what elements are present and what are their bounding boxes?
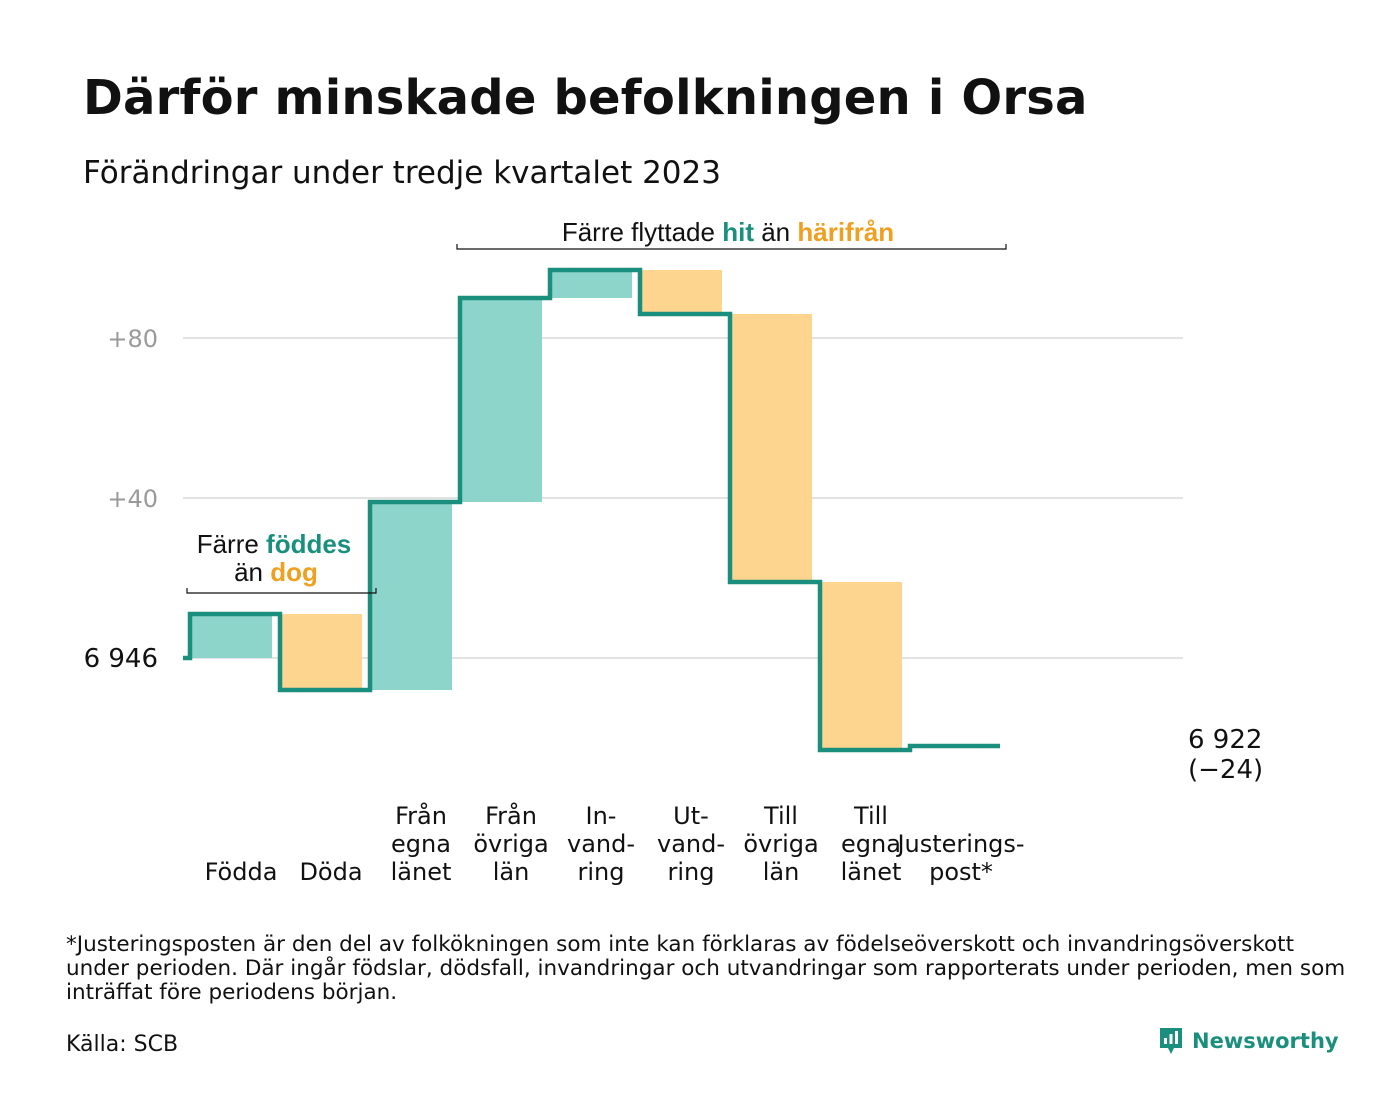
start-value-label: 6 946	[84, 644, 158, 674]
x-category-label: Ut-	[673, 802, 709, 830]
moves-annotation: Färre flyttade hit än härifrån	[562, 217, 894, 247]
births-annotation-line1: Färre föddes	[197, 529, 352, 559]
x-category-label: Födda	[205, 858, 278, 886]
x-category-label: Till	[763, 802, 798, 830]
bar	[370, 502, 452, 690]
x-category-label: post*	[929, 858, 993, 886]
bar	[190, 614, 272, 658]
brand-name: Newsworthy	[1192, 1029, 1339, 1053]
births-bracket	[186, 588, 377, 594]
x-category-label: egna	[391, 830, 451, 858]
x-category-label: egna	[841, 830, 901, 858]
moves-bracket	[456, 244, 1007, 250]
x-category-label: Till	[853, 802, 888, 830]
bar	[280, 614, 362, 690]
y-tick-label: +80	[107, 325, 158, 353]
x-category-label: Från	[395, 801, 447, 830]
bar	[820, 582, 902, 750]
bar	[730, 314, 812, 582]
newsworthy-logo-icon	[1160, 1028, 1182, 1054]
chart-title: Därför minskade befolkningen i Orsa	[83, 70, 1088, 126]
footnote: *Justeringsposten är den del av folkökni…	[66, 932, 1346, 1005]
births-annotation-line2: än dog	[234, 557, 318, 587]
x-category-label: Justerings-	[895, 830, 1024, 858]
chart-subtitle: Förändringar under tredje kvartalet 2023	[83, 155, 721, 191]
x-category-label: In-	[586, 802, 617, 830]
x-category-label: Från	[485, 801, 537, 830]
x-category-label: övriga	[473, 830, 548, 858]
x-category-label: ring	[668, 858, 715, 886]
source-label: Källa: SCB	[66, 1032, 179, 1057]
y-tick-label: +40	[107, 485, 158, 513]
x-category-label: länet	[841, 858, 902, 886]
x-category-label: ring	[578, 858, 625, 886]
x-category-label: vand-	[567, 830, 635, 858]
bar	[640, 270, 722, 314]
step-line	[183, 267, 1000, 753]
x-category-label: länet	[391, 858, 452, 886]
x-category-label: län	[493, 858, 530, 886]
brand-logo: Newsworthy	[1158, 1026, 1339, 1056]
x-category-label: vand-	[657, 830, 725, 858]
end-change-label: (−24)	[1188, 755, 1263, 785]
x-category-label: län	[763, 858, 800, 886]
end-value-label: 6 922	[1188, 725, 1262, 755]
x-category-label: övriga	[743, 830, 818, 858]
bar	[550, 270, 632, 298]
bar	[460, 298, 542, 502]
x-category-label: Döda	[299, 858, 362, 886]
